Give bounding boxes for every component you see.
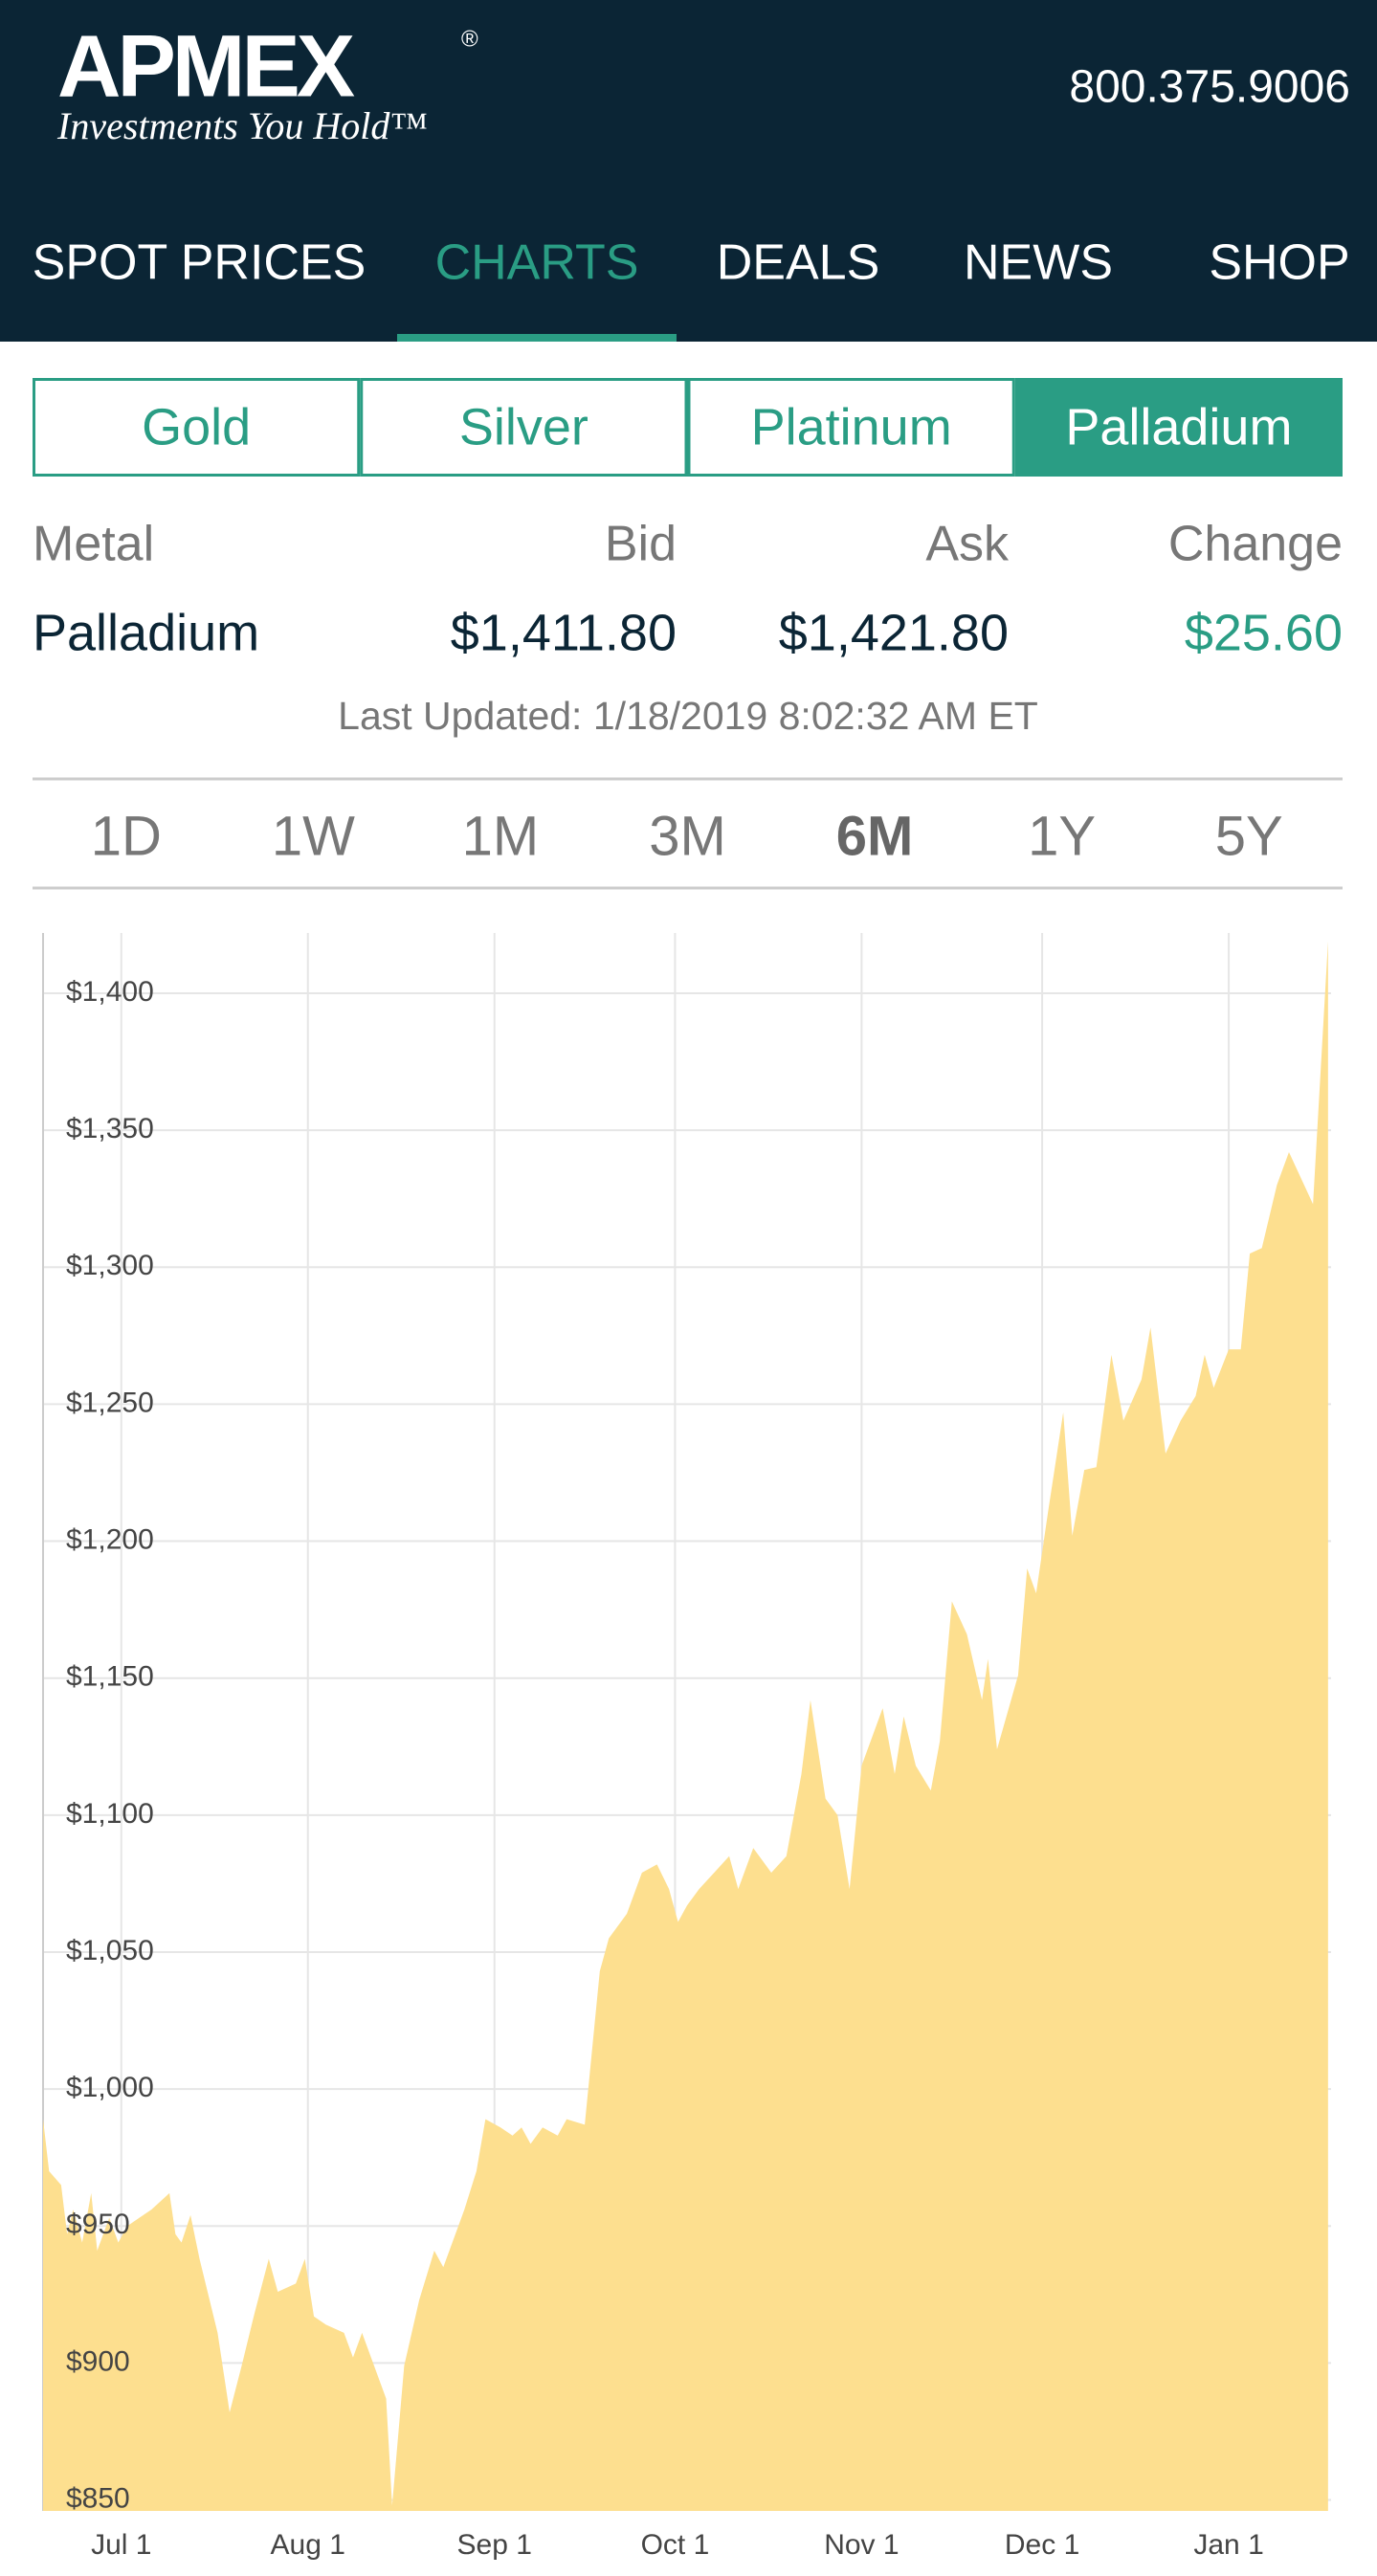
range-option[interactable]: 3M [649, 805, 726, 867]
metal-tab[interactable] [33, 378, 361, 477]
phone[interactable]: 800.375.9006 [1069, 62, 1350, 113]
quote-cell: $1,421.80 [779, 604, 1009, 661]
y-tick-label: $850 [66, 2482, 130, 2514]
y-tick-label: $950 [66, 2209, 130, 2240]
y-tick-label: $1,300 [66, 1250, 154, 1281]
x-tick-label: Aug 1 [271, 2529, 345, 2561]
x-tick-label: Jan 1 [1193, 2529, 1263, 2561]
range-option[interactable]: 1D [91, 805, 162, 867]
range-option[interactable]: 5Y [1215, 805, 1283, 867]
nav-item[interactable]: NEWS [964, 235, 1113, 291]
quote-header: Metal [33, 517, 154, 572]
tagline: Investments You Hold™ [56, 104, 428, 147]
y-tick-label: $1,150 [66, 1661, 154, 1693]
nav-item[interactable]: SHOP [1209, 235, 1349, 291]
last-updated: Last Updated: 1/18/2019 8:02:32 AM ET [338, 694, 1038, 738]
y-tick-label: $1,200 [66, 1523, 154, 1555]
nav-underline [397, 334, 677, 342]
logo-mark: ® [461, 26, 478, 52]
area [43, 941, 1328, 2511]
nav-item[interactable]: SPOT PRICES [33, 235, 366, 291]
x-tick-label: Oct 1 [641, 2529, 710, 2561]
nav-item[interactable]: DEALS [717, 235, 880, 291]
x-tick-label: Dec 1 [1005, 2529, 1079, 2561]
range-option[interactable]: 1W [272, 805, 355, 867]
quote-cell: Palladium [33, 604, 259, 661]
quote-header: Change [1168, 517, 1343, 572]
y-tick-label: $1,400 [66, 976, 154, 1008]
metal-tab-label[interactable]: Silver [459, 398, 589, 455]
metal-tab-label[interactable]: Palladium [1065, 398, 1292, 455]
range-option[interactable]: 1Y [1028, 805, 1096, 867]
y-tick-label: $900 [66, 2345, 130, 2377]
quote-header: Ask [925, 517, 1010, 572]
header-bar [0, 0, 1377, 342]
quote-header: Bid [605, 517, 677, 572]
y-tick-label: $1,100 [66, 1798, 154, 1830]
range-option[interactable]: 6M [836, 805, 914, 867]
nav-item[interactable]: CHARTS [435, 235, 639, 291]
metal-tab[interactable] [360, 378, 688, 477]
y-tick-label: $1,050 [66, 1935, 154, 1966]
quote-cell: $1,411.80 [451, 604, 677, 661]
metal-tab-label[interactable]: Platinum [751, 398, 952, 455]
metal-tab[interactable] [687, 378, 1015, 477]
metal-tab-label[interactable]: Gold [142, 398, 251, 455]
x-tick-label: Sep 1 [457, 2529, 532, 2561]
x-tick-label: Jul 1 [91, 2529, 151, 2561]
logo[interactable]: APMEX [57, 17, 359, 115]
y-tick-label: $1,000 [66, 2072, 154, 2103]
range-option[interactable]: 1M [462, 805, 540, 867]
quote-cell: $25.60 [1185, 604, 1343, 661]
y-tick-label: $1,350 [66, 1113, 154, 1144]
metal-tab[interactable] [1014, 378, 1343, 477]
y-tick-label: $1,250 [66, 1387, 154, 1418]
x-tick-label: Nov 1 [824, 2529, 899, 2561]
